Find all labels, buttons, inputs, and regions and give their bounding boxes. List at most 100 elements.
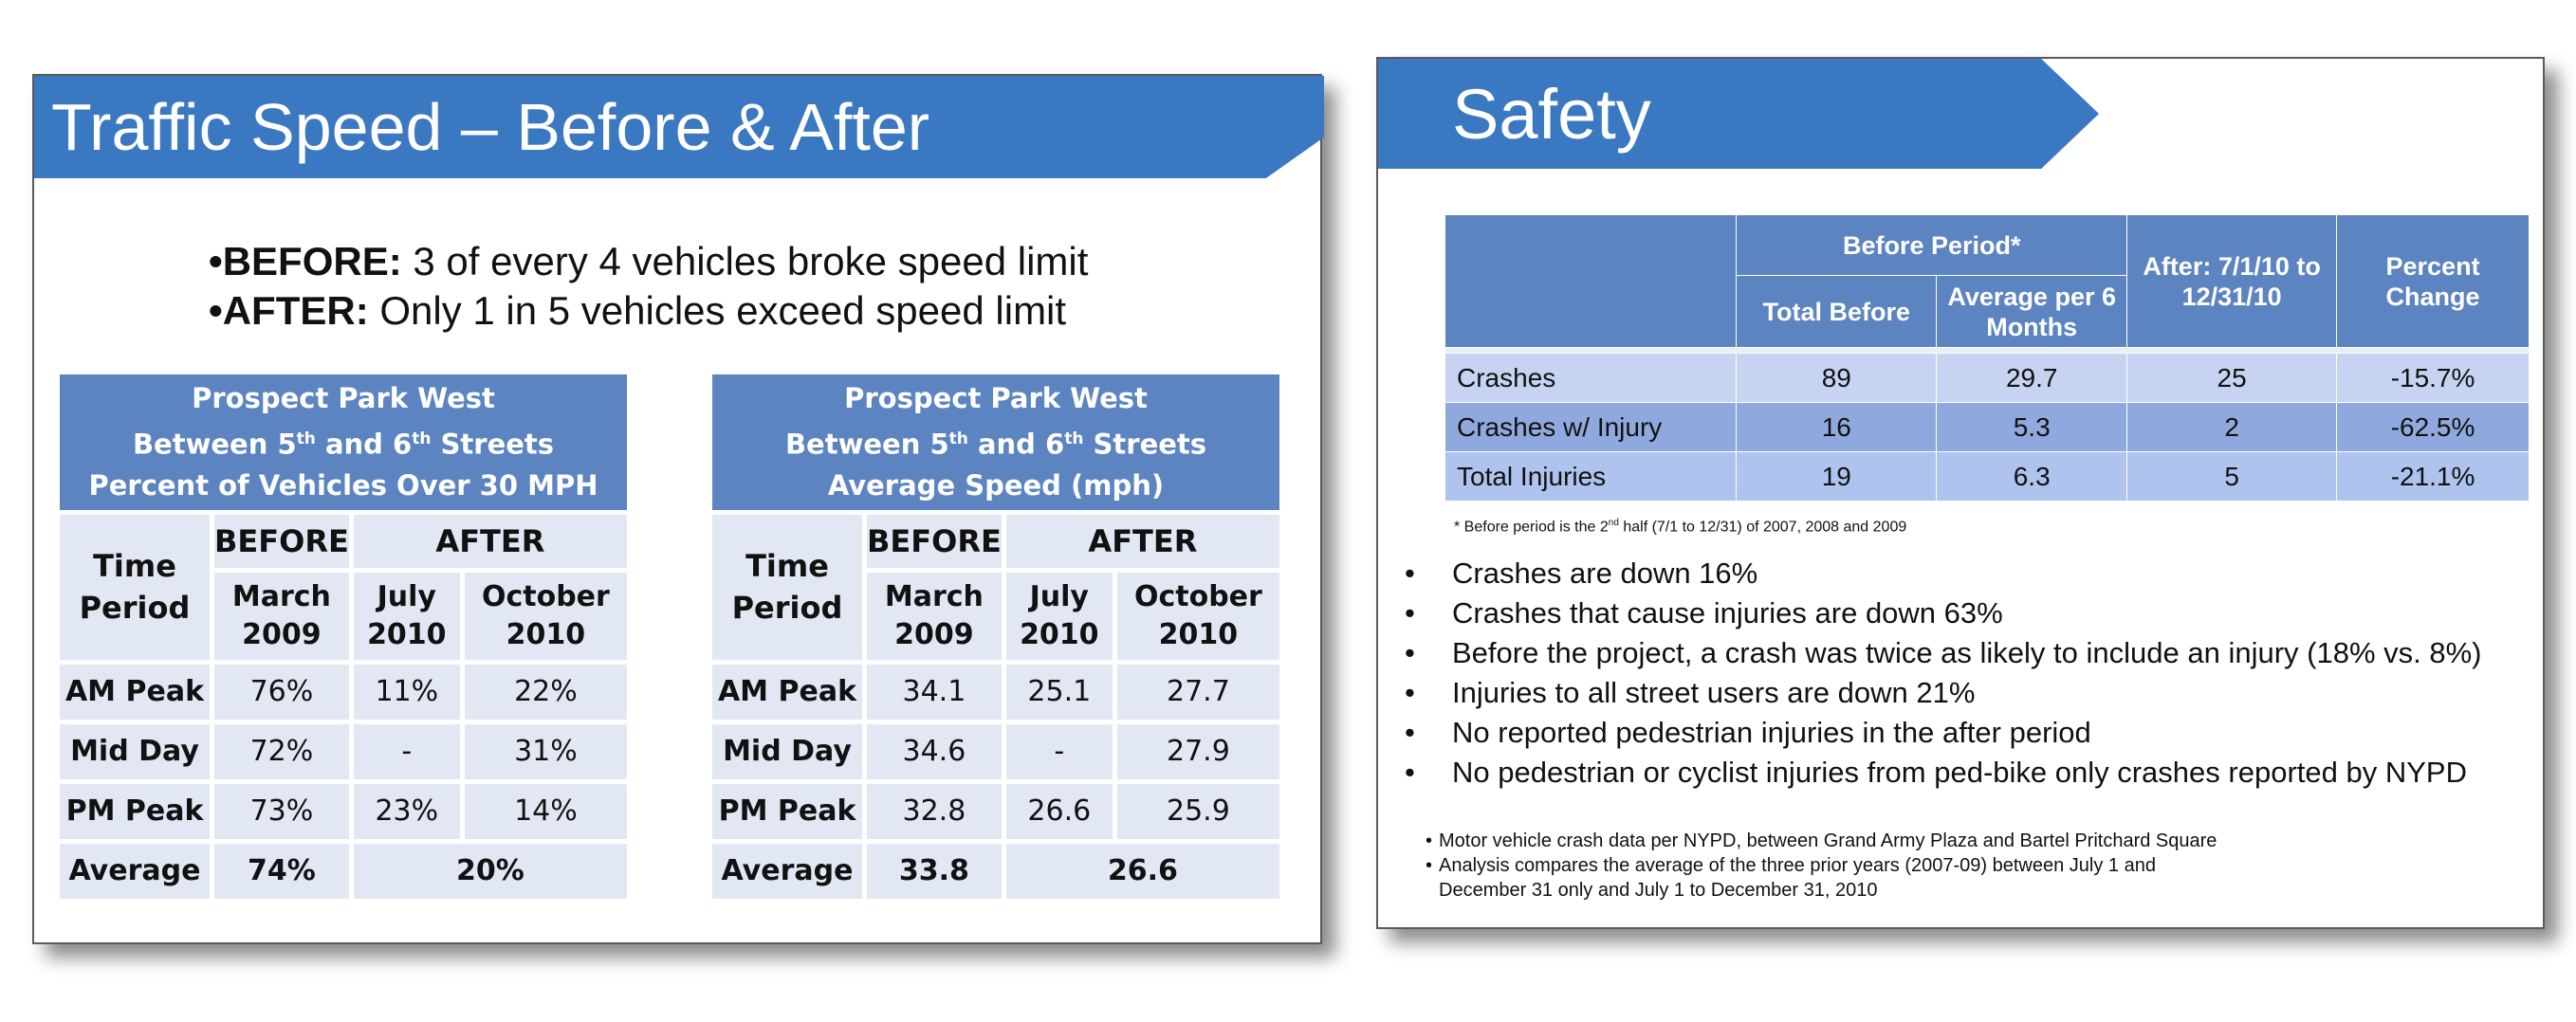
header-text: Streets: [1083, 428, 1207, 461]
list-item: Motor vehicle crash data per NYPD, betwe…: [1426, 829, 2217, 853]
table-row-average: Average 33.8 26.6: [712, 843, 1279, 899]
cell: 27.9: [1116, 723, 1279, 779]
col-july-2010: July 2010: [353, 572, 460, 660]
cell: 22%: [464, 664, 627, 720]
after-header: AFTER: [353, 514, 627, 568]
percent-change-header: Percent Change: [2336, 214, 2530, 348]
bullet-text: 3 of every 4 vehicles broke speed limit: [401, 239, 1089, 283]
row-label: Crashes: [1444, 353, 1738, 403]
cell: 16: [1736, 402, 1938, 452]
bullet-after: •AFTER: Only 1 in 5 vehicles exceed spee…: [209, 286, 1088, 336]
cell: 72%: [214, 723, 349, 779]
bullet-text: Only 1 in 5 vehicles exceed speed limit: [368, 288, 1067, 333]
list-item: No pedestrian or cyclist injuries from p…: [1405, 753, 2481, 793]
header-line: Average Speed (mph): [827, 468, 1165, 502]
header-text: Between 5: [132, 428, 297, 461]
row-label: Average: [712, 843, 862, 899]
cell: 27.7: [1116, 664, 1279, 720]
total-before-header: Total Before: [1736, 275, 1938, 348]
table-row: Total Injuries 19 6.3 5 -21.1%: [1444, 451, 2530, 502]
cell: 26.6: [1005, 783, 1113, 839]
cell: 31%: [464, 723, 627, 779]
cell: 25.1: [1005, 664, 1113, 720]
cell: 20%: [353, 843, 627, 899]
source-notes: Motor vehicle crash data per NYPD, betwe…: [1426, 829, 2217, 903]
bullet-lead: •BEFORE:: [209, 239, 402, 283]
header-text: and 6: [315, 428, 413, 461]
cell: 5: [2126, 451, 2338, 502]
row-label: Crashes w/ Injury: [1444, 402, 1738, 452]
list-item: Crashes that cause injuries are down 63%: [1405, 593, 2481, 633]
table-header: Prospect Park West Between 5th and 6th S…: [60, 374, 627, 510]
table-row: Mid Day 72% - 31%: [60, 723, 627, 779]
cell: 32.8: [867, 783, 1002, 839]
cell: -: [1005, 723, 1113, 779]
cell: -: [353, 723, 460, 779]
header-text: and 6: [967, 428, 1065, 461]
header-text: Streets: [431, 428, 555, 461]
cell: 29.7: [1936, 353, 2128, 403]
col-october-2010: October 2010: [464, 572, 627, 660]
bullet-before: •BEFORE: 3 of every 4 vehicles broke spe…: [209, 237, 1088, 286]
col-march-2009: March 2009: [867, 572, 1002, 660]
cell: 34.6: [867, 723, 1002, 779]
cell: 34.1: [867, 664, 1002, 720]
col-october-2010: October 2010: [1116, 572, 1279, 660]
list-item: Before the project, a crash was twice as…: [1405, 633, 2481, 673]
cell: 5.3: [1936, 402, 2128, 452]
cell: 25: [2126, 353, 2338, 403]
row-label: AM Peak: [60, 664, 210, 720]
cell: -62.5%: [2336, 402, 2530, 452]
row-label: Average: [60, 843, 210, 899]
header-line: Percent of Vehicles Over 30 MPH: [88, 468, 598, 502]
cell: -15.7%: [2336, 353, 2530, 403]
footnote-text: * Before period is the 2: [1454, 519, 1609, 536]
table-row: Crashes 89 29.7 25 -15.7%: [1444, 353, 2530, 403]
footnote: * Before period is the 2nd half (7/1 to …: [1454, 518, 1906, 536]
header-line: Prospect Park West: [192, 382, 495, 414]
col-march-2009: March 2009: [214, 572, 349, 660]
cell: 26.6: [1005, 843, 1279, 899]
cell: -21.1%: [2336, 451, 2530, 502]
table-row-average: Average 74% 20%: [60, 843, 627, 899]
average-speed-table: Prospect Park West Between 5th and 6th S…: [708, 370, 1284, 903]
after-header: AFTER: [1005, 514, 1279, 568]
list-item: Injuries to all street users are down 21…: [1405, 673, 2481, 713]
slide-title: Traffic Speed – Before & After: [34, 76, 1324, 178]
row-label: Mid Day: [60, 723, 210, 779]
avg-6-months-header: Average per 6 Months: [1936, 275, 2128, 348]
table-row: PM Peak 32.8 26.6 25.9: [712, 783, 1279, 839]
row-label: PM Peak: [60, 783, 210, 839]
cell: 11%: [353, 664, 460, 720]
table-row: Crashes w/ Injury 16 5.3 2 -62.5%: [1444, 402, 2530, 452]
cell: 76%: [214, 664, 349, 720]
slide-traffic-speed: Traffic Speed – Before & After •BEFORE: …: [32, 74, 1324, 944]
header-line: Between 5th and 6th Streets: [60, 419, 627, 465]
percent-over-30-table: Prospect Park West Between 5th and 6th S…: [55, 370, 632, 903]
row-label: PM Peak: [712, 783, 862, 839]
cell: 74%: [214, 843, 349, 899]
before-period-header: Before Period*: [1736, 214, 2128, 276]
time-period-header: Time Period: [60, 514, 210, 660]
footnote-sup: nd: [1608, 518, 1619, 528]
slide-title: Safety: [1378, 59, 2099, 169]
table-row: AM Peak 76% 11% 22%: [60, 664, 627, 720]
table-header: Prospect Park West Between 5th and 6th S…: [712, 374, 1279, 510]
bullet-list: Crashes are down 16% Crashes that cause …: [1405, 554, 2481, 793]
cell: 2: [2126, 402, 2338, 452]
cell: 23%: [353, 783, 460, 839]
row-label: Mid Day: [712, 723, 862, 779]
cell: 6.3: [1936, 451, 2128, 502]
cell: 89: [1736, 353, 1938, 403]
cell: 33.8: [867, 843, 1002, 899]
header-sup: th: [948, 429, 968, 448]
empty-header: [1444, 214, 1738, 348]
bullet-list: •BEFORE: 3 of every 4 vehicles broke spe…: [209, 237, 1088, 336]
header-sup: th: [1064, 429, 1084, 448]
header-line: Prospect Park West: [844, 382, 1148, 414]
before-header: BEFORE: [214, 514, 349, 568]
footnote-text: half (7/1 to 12/31) of 2007, 2008 and 20…: [1618, 519, 1907, 536]
table-row: Mid Day 34.6 - 27.9: [712, 723, 1279, 779]
slide-safety: Safety Before Period* After: 7/1/10 to 1…: [1376, 57, 2545, 929]
list-item: Analysis compares the average of the thr…: [1426, 853, 2213, 903]
